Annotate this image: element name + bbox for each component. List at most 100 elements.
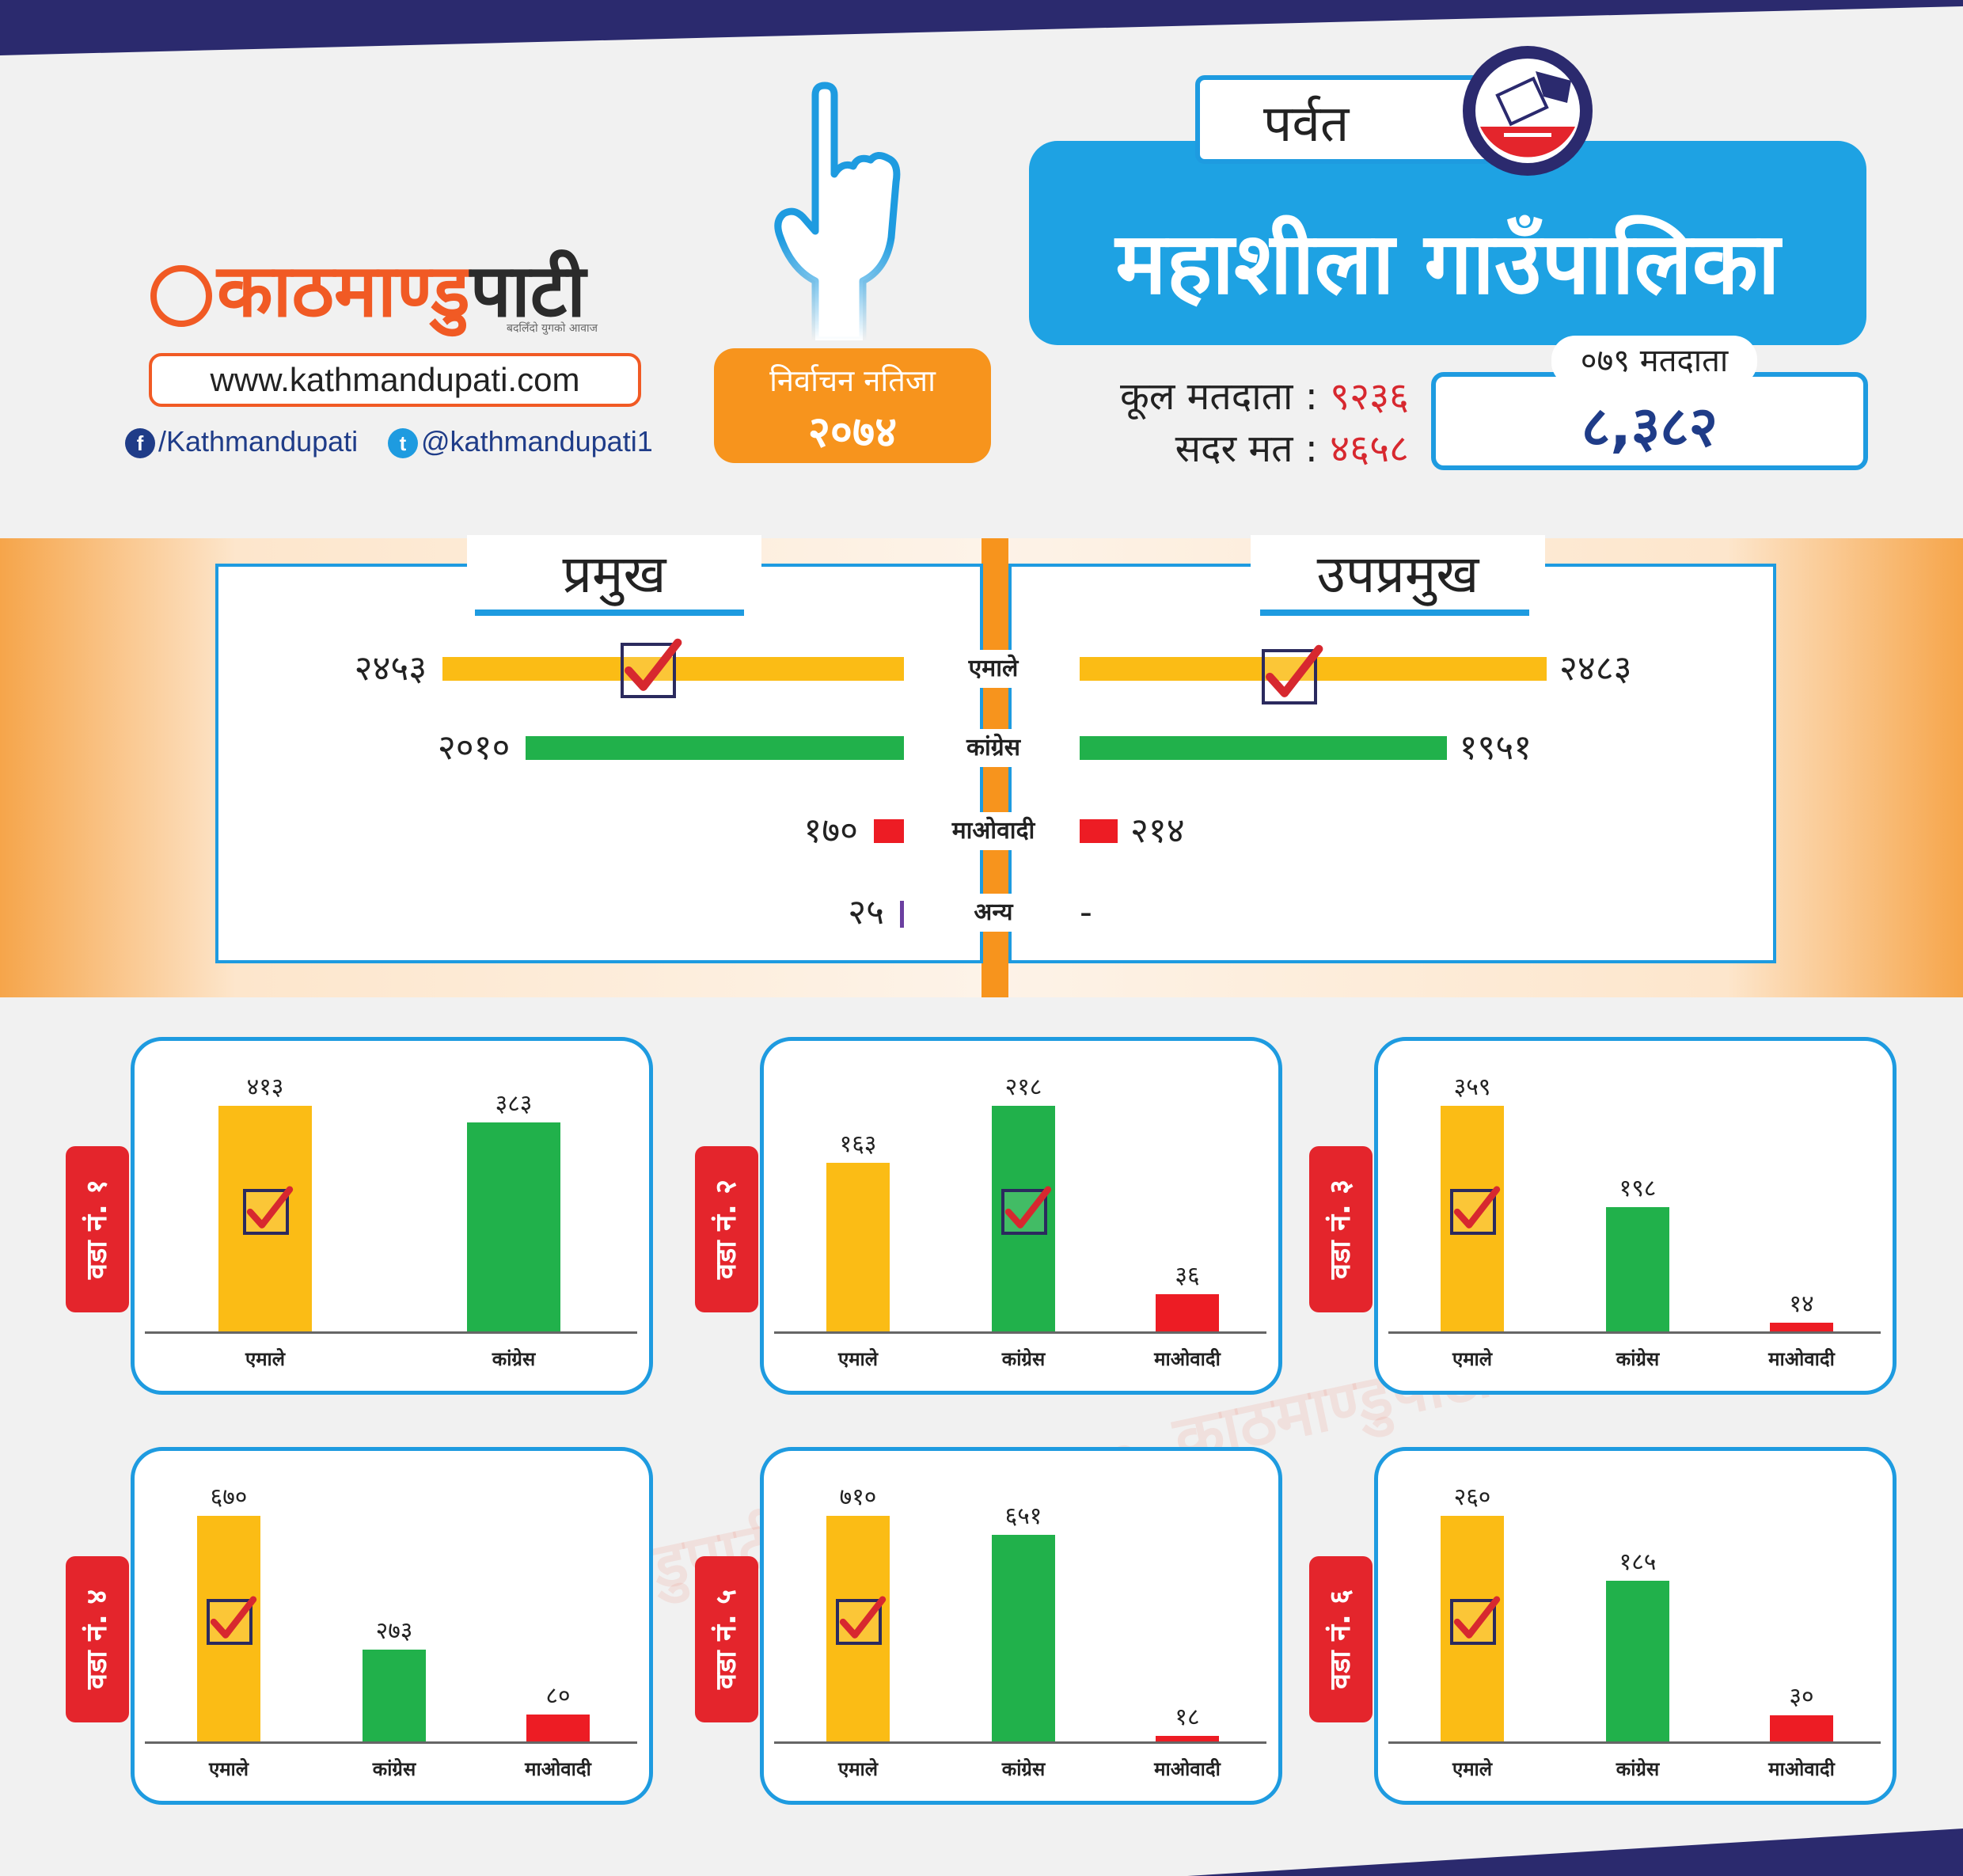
mayor-value-3: २५ (848, 892, 884, 932)
ward-3-category-1: कांग्रेस (1616, 1348, 1660, 1370)
voting-finger-icon (774, 82, 901, 340)
ward-1-category-0: एमाले (245, 1348, 286, 1370)
ward-2-category-2: माओवादी (1154, 1348, 1221, 1370)
deputy-title: उपप्रमुख (1251, 535, 1545, 617)
ward-2-bar-2 (1156, 1293, 1219, 1331)
deputy-value-2: २१४ (1130, 811, 1185, 851)
ward-5-value-1: ६५१ (1004, 1502, 1042, 1530)
valid-votes-label: सदर मत : (1175, 427, 1318, 471)
ward-5-value-0: ७१० (839, 1483, 877, 1511)
mayor-value-2: १७० (803, 811, 858, 851)
ward-baseline-2 (774, 1331, 1266, 1334)
total-voters-label: कूल मतदाता : (1120, 374, 1318, 419)
ward-5-category-1: कांग्रेस (1001, 1758, 1046, 1780)
facebook-link[interactable]: f/Kathmandupati (125, 425, 359, 459)
bottom-stripe (1187, 1829, 1963, 1876)
ward-2-bar-0 (826, 1162, 890, 1331)
voters-079-label: ०७९ मतदाता (1551, 336, 1757, 386)
deputy-value-1: १९५१ (1459, 727, 1532, 768)
mayor-bar-3 (900, 901, 904, 928)
ward-4-value-2: ८० (545, 1681, 571, 1710)
ballot-box-icon (1463, 46, 1593, 176)
ward-3-category-0: एमाले (1452, 1348, 1493, 1370)
municipality-banner (1029, 141, 1866, 345)
voters-079-box (1431, 372, 1868, 470)
logo-prefix: काठमाण्डु (217, 249, 470, 333)
ward-5-value-2: १८ (1175, 1703, 1200, 1731)
mayor-winner-check-icon (621, 638, 682, 698)
top-stripe (0, 0, 1963, 55)
facebook-handle: /Kathmandupati (158, 425, 359, 458)
deputy-bar-1 (1080, 736, 1447, 760)
party-label-1: कांग्रेस (938, 729, 1049, 767)
ward-title-5: वडा नं. ५ (710, 1589, 742, 1690)
mayor-bar-2 (874, 819, 904, 843)
ward-3-value-1: १९८ (1619, 1174, 1657, 1202)
ward-baseline-3 (1388, 1331, 1881, 1334)
logo-suffix: पाटी (469, 249, 586, 333)
deputy-value-3: - (1080, 892, 1092, 932)
party-label-3: अन्य (938, 894, 1049, 932)
badge-title: निर्वाचन नतिजा (769, 363, 936, 398)
mayor-value-1: २०१० (437, 727, 511, 768)
mayor-title-underline (475, 610, 744, 616)
ward-4-bar-2 (526, 1714, 590, 1741)
ward-1-value-0: ४१३ (246, 1073, 284, 1101)
ward-4-category-2: माओवादी (525, 1758, 591, 1780)
website-link[interactable]: www.kathmandupati.com (149, 353, 641, 407)
ward-5-category-0: एमाले (837, 1758, 879, 1780)
ward-3-bar-1 (1606, 1206, 1669, 1331)
ward-6-category-1: कांग्रेस (1616, 1758, 1660, 1780)
ward-1-bar-1 (467, 1122, 560, 1331)
mayor-title: प्रमुख (467, 535, 761, 617)
ward-tag-4: वडा नं. ४ (66, 1556, 129, 1722)
ward-title-3: वडा नं. ३ (1324, 1179, 1357, 1280)
mayor-value-0: २४५३ (354, 648, 427, 689)
ward-5-category-2: माओवादी (1154, 1758, 1221, 1780)
ward-5-winner-check-icon (836, 1596, 887, 1645)
ward-3-value-2: १४ (1789, 1289, 1814, 1318)
ward-4-winner-check-icon (207, 1596, 257, 1645)
ward-title-4: वडा नं. ४ (81, 1589, 113, 1690)
ward-6-value-1: १८५ (1619, 1548, 1657, 1577)
badge-year: २०७४ (807, 407, 898, 457)
ward-3-winner-check-icon (1450, 1186, 1501, 1235)
deputy-title-underline (1260, 610, 1529, 616)
ward-4-category-0: एमाले (208, 1758, 249, 1780)
total-voters-value: ९२३६ (1330, 374, 1409, 419)
ward-baseline-6 (1388, 1741, 1881, 1744)
district-label: पर्वत (1195, 75, 1496, 164)
twitter-link[interactable]: t @kathmandupati1 (388, 425, 653, 459)
ward-card-1 (131, 1037, 653, 1395)
twitter-icon: t (388, 428, 418, 459)
ward-2-value-2: ३६ (1175, 1261, 1200, 1289)
ward-tag-3: वडा नं. ३ (1309, 1146, 1373, 1312)
ward-4-category-1: कांग्रेस (372, 1758, 416, 1780)
facebook-icon: f (125, 428, 155, 459)
ward-4-bar-1 (363, 1649, 426, 1741)
ward-tag-6: वडा नं. ६ (1309, 1556, 1373, 1722)
ward-baseline-1 (145, 1331, 637, 1334)
ward-title-1: वडा नं. १ (81, 1179, 113, 1280)
ward-1-value-1: ३८३ (495, 1089, 533, 1118)
valid-votes-value: ४६५८ (1330, 427, 1409, 471)
ward-3-value-0: ३५९ (1453, 1073, 1491, 1101)
ward-3-category-2: माओवादी (1768, 1348, 1835, 1370)
ward-6-value-0: २६० (1453, 1483, 1491, 1511)
deputy-bar-2 (1080, 819, 1118, 843)
ward-1-winner-check-icon (243, 1186, 294, 1235)
ward-title-2: वडा नं. २ (710, 1179, 742, 1280)
ward-5-bar-1 (992, 1534, 1055, 1741)
ward-6-winner-check-icon (1450, 1596, 1501, 1645)
ward-tag-1: वडा नं. १ (66, 1146, 129, 1312)
ward-4-value-1: २७३ (375, 1616, 413, 1645)
party-label-0: एमाले (938, 650, 1049, 688)
ward-tag-2: वडा नं. २ (695, 1146, 758, 1312)
twitter-handle: @kathmandupati1 (421, 425, 653, 458)
party-label-2: माओवादी (938, 812, 1049, 850)
ward-baseline-4 (145, 1741, 637, 1744)
deputy-panel (1008, 564, 1776, 963)
brand-logo: काठमाण्डुपाटी (150, 252, 625, 339)
ward-6-category-0: एमाले (1452, 1758, 1493, 1780)
ward-title-6: वडा नं. ६ (1324, 1589, 1357, 1690)
